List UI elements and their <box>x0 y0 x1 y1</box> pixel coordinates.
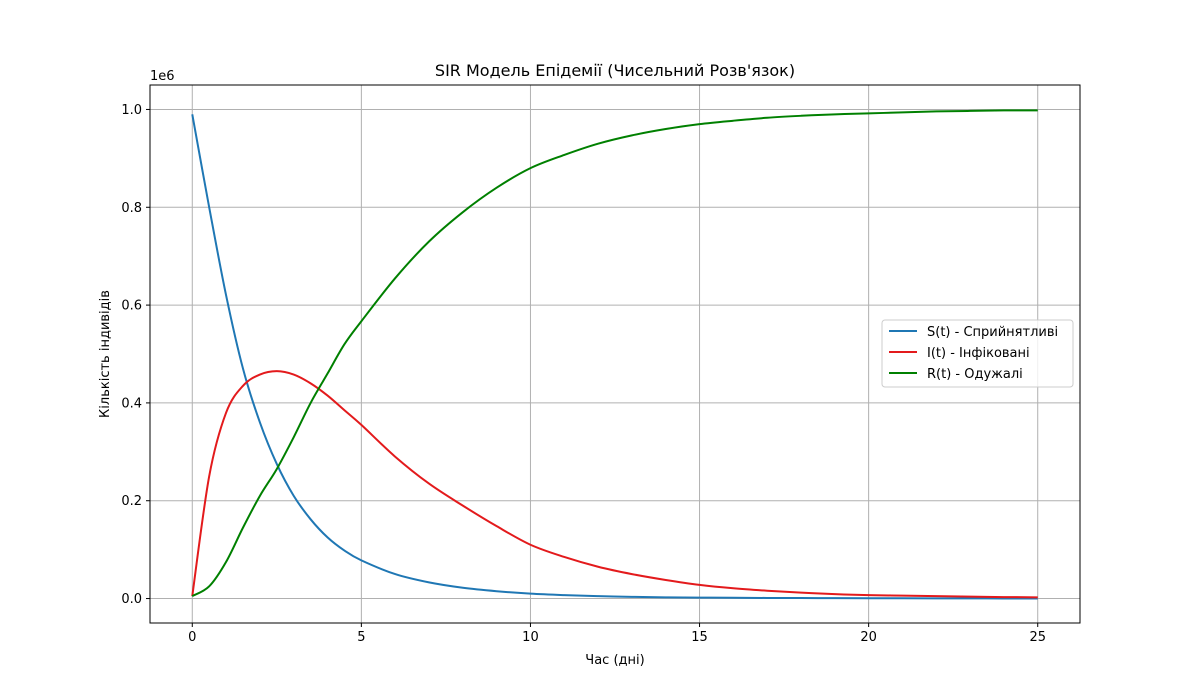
line-infected <box>191 370 1038 599</box>
x-tick-label: 10 <box>522 630 539 645</box>
x-tick-label: 25 <box>1029 630 1046 645</box>
legend-box <box>881 319 1074 388</box>
legend-label-recovered: R(t) - Одужалі <box>927 367 1023 382</box>
line-susceptible <box>191 114 1038 600</box>
line-recovered <box>191 109 1038 597</box>
legend-label-infected: I(t) - Інфіковані <box>927 346 1030 361</box>
plot-frame <box>149 84 1081 624</box>
axis-ticks: 0 5 10 15 20 25 0.0 0.2 0.4 0.6 0.8 1.0 <box>121 103 1046 645</box>
y-tick-label: 0.4 <box>121 396 142 411</box>
x-tick-label: 15 <box>691 630 708 645</box>
x-axis-title: Час (дні) <box>585 653 644 668</box>
y-offset-label: 1e6 <box>150 69 175 84</box>
x-tick-label: 5 <box>357 630 365 645</box>
legend-label-susceptible: S(t) - Сприйнятливі <box>927 325 1058 340</box>
series-lines <box>191 109 1038 600</box>
y-tick-label: 0.2 <box>121 494 142 509</box>
y-tick-label: 0.8 <box>121 201 142 216</box>
y-tick-label: 1.0 <box>121 103 142 118</box>
y-axis-title: Кількість індивідів <box>98 290 113 418</box>
x-tick-label: 20 <box>860 630 877 645</box>
y-tick-label: 0.6 <box>121 299 142 314</box>
y-tick-label: 0.0 <box>121 592 142 607</box>
legend: S(t) - Сприйнятливі I(t) - Інфіковані R(… <box>881 319 1074 388</box>
chart-title: SIR Модель Епідемії (Чисельний Розв'язок… <box>435 61 795 80</box>
x-tick-label: 0 <box>188 630 196 645</box>
